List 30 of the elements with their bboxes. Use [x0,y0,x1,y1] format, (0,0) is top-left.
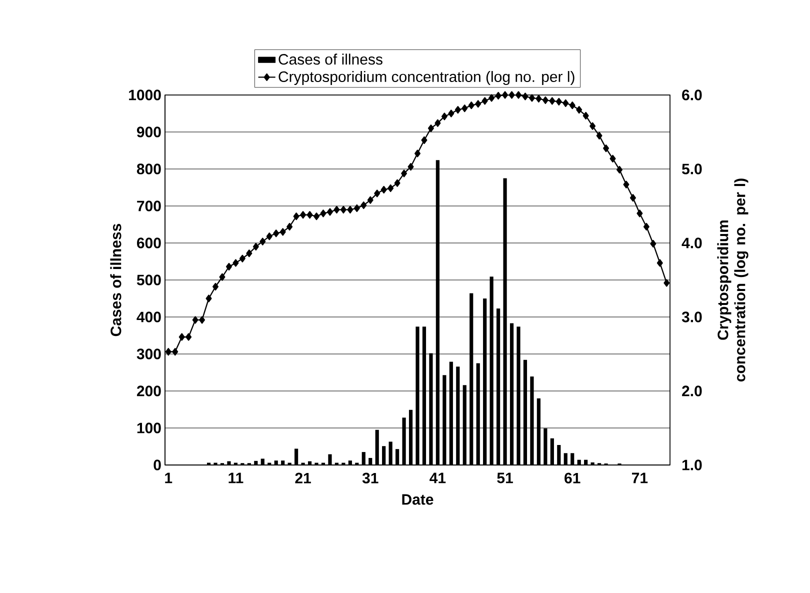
x-tick-label: 71 [632,472,648,484]
y2-tick-label: 4.0 [682,238,702,248]
y-tick-label: 300 [136,348,161,360]
y-axis-title: Cases of illness [110,224,122,336]
y2-tick-label: 1.0 [682,460,702,470]
y-tick-label: 100 [137,422,161,434]
x-tick-label: 41 [430,472,446,484]
y-tick-label: 700 [137,200,161,212]
x-tick-label: 61 [564,472,580,484]
legend-label: Cryptosporidium concentration (log no. per l) [278,71,574,85]
y2-tick-label: 6.0 [682,90,702,100]
y-tick-label: 800 [136,164,161,174]
x-tick-label: 1 [165,472,172,484]
y-tick-label: 1000 [129,90,161,100]
x-axis-title: Date [402,494,434,505]
y-tick-label: 500 [136,274,161,286]
y-tick-label: 600 [136,238,161,248]
y-tick-label: 400 [136,312,161,322]
legend-label: Cases of illness [278,54,382,65]
y-tick-label: 0 [154,460,161,470]
y-tick-label: 900 [136,126,161,138]
y2-axis-title: Cryptosporidium concentration (log no. per l) [717,178,748,382]
x-tick-label: 51 [497,472,513,484]
x-tick-label: 11 [228,472,244,484]
y2-tick-label: 5.0 [682,164,702,174]
y2-tick-label: 3.0 [682,312,702,322]
y-tick-label: 200 [136,386,161,396]
y2-tick-label: 2.0 [682,386,702,396]
x-tick-label: 31 [362,472,378,484]
x-tick-label: 21 [295,472,311,484]
